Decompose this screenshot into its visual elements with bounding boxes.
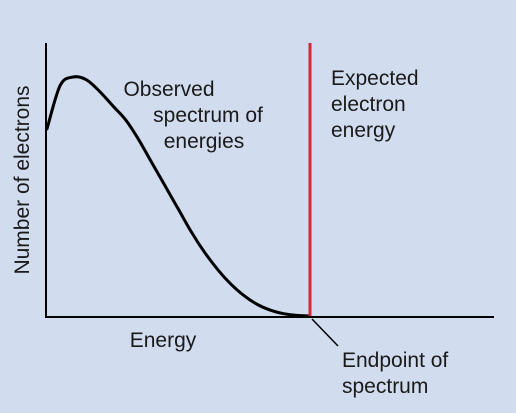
observed-label-line-1: Observed [123,78,214,101]
endpoint-label-line-2: spectrum [342,375,428,398]
endpoint-label-line-1: Endpoint of [342,349,448,372]
observed-spectrum-curve [45,75,312,318]
endpoint-pointer-line [311,318,339,347]
expected-label-line-2: electron [331,93,406,116]
expected-label-line-3: energy [331,119,396,142]
y-axis-label: Number of electrons [11,85,34,274]
expected-label-line-1: Expected [331,67,419,90]
observed-label-line-3: energies [164,130,245,153]
observed-label-line-2: spectrum of [153,104,263,127]
x-axis-label: Energy [130,329,197,352]
